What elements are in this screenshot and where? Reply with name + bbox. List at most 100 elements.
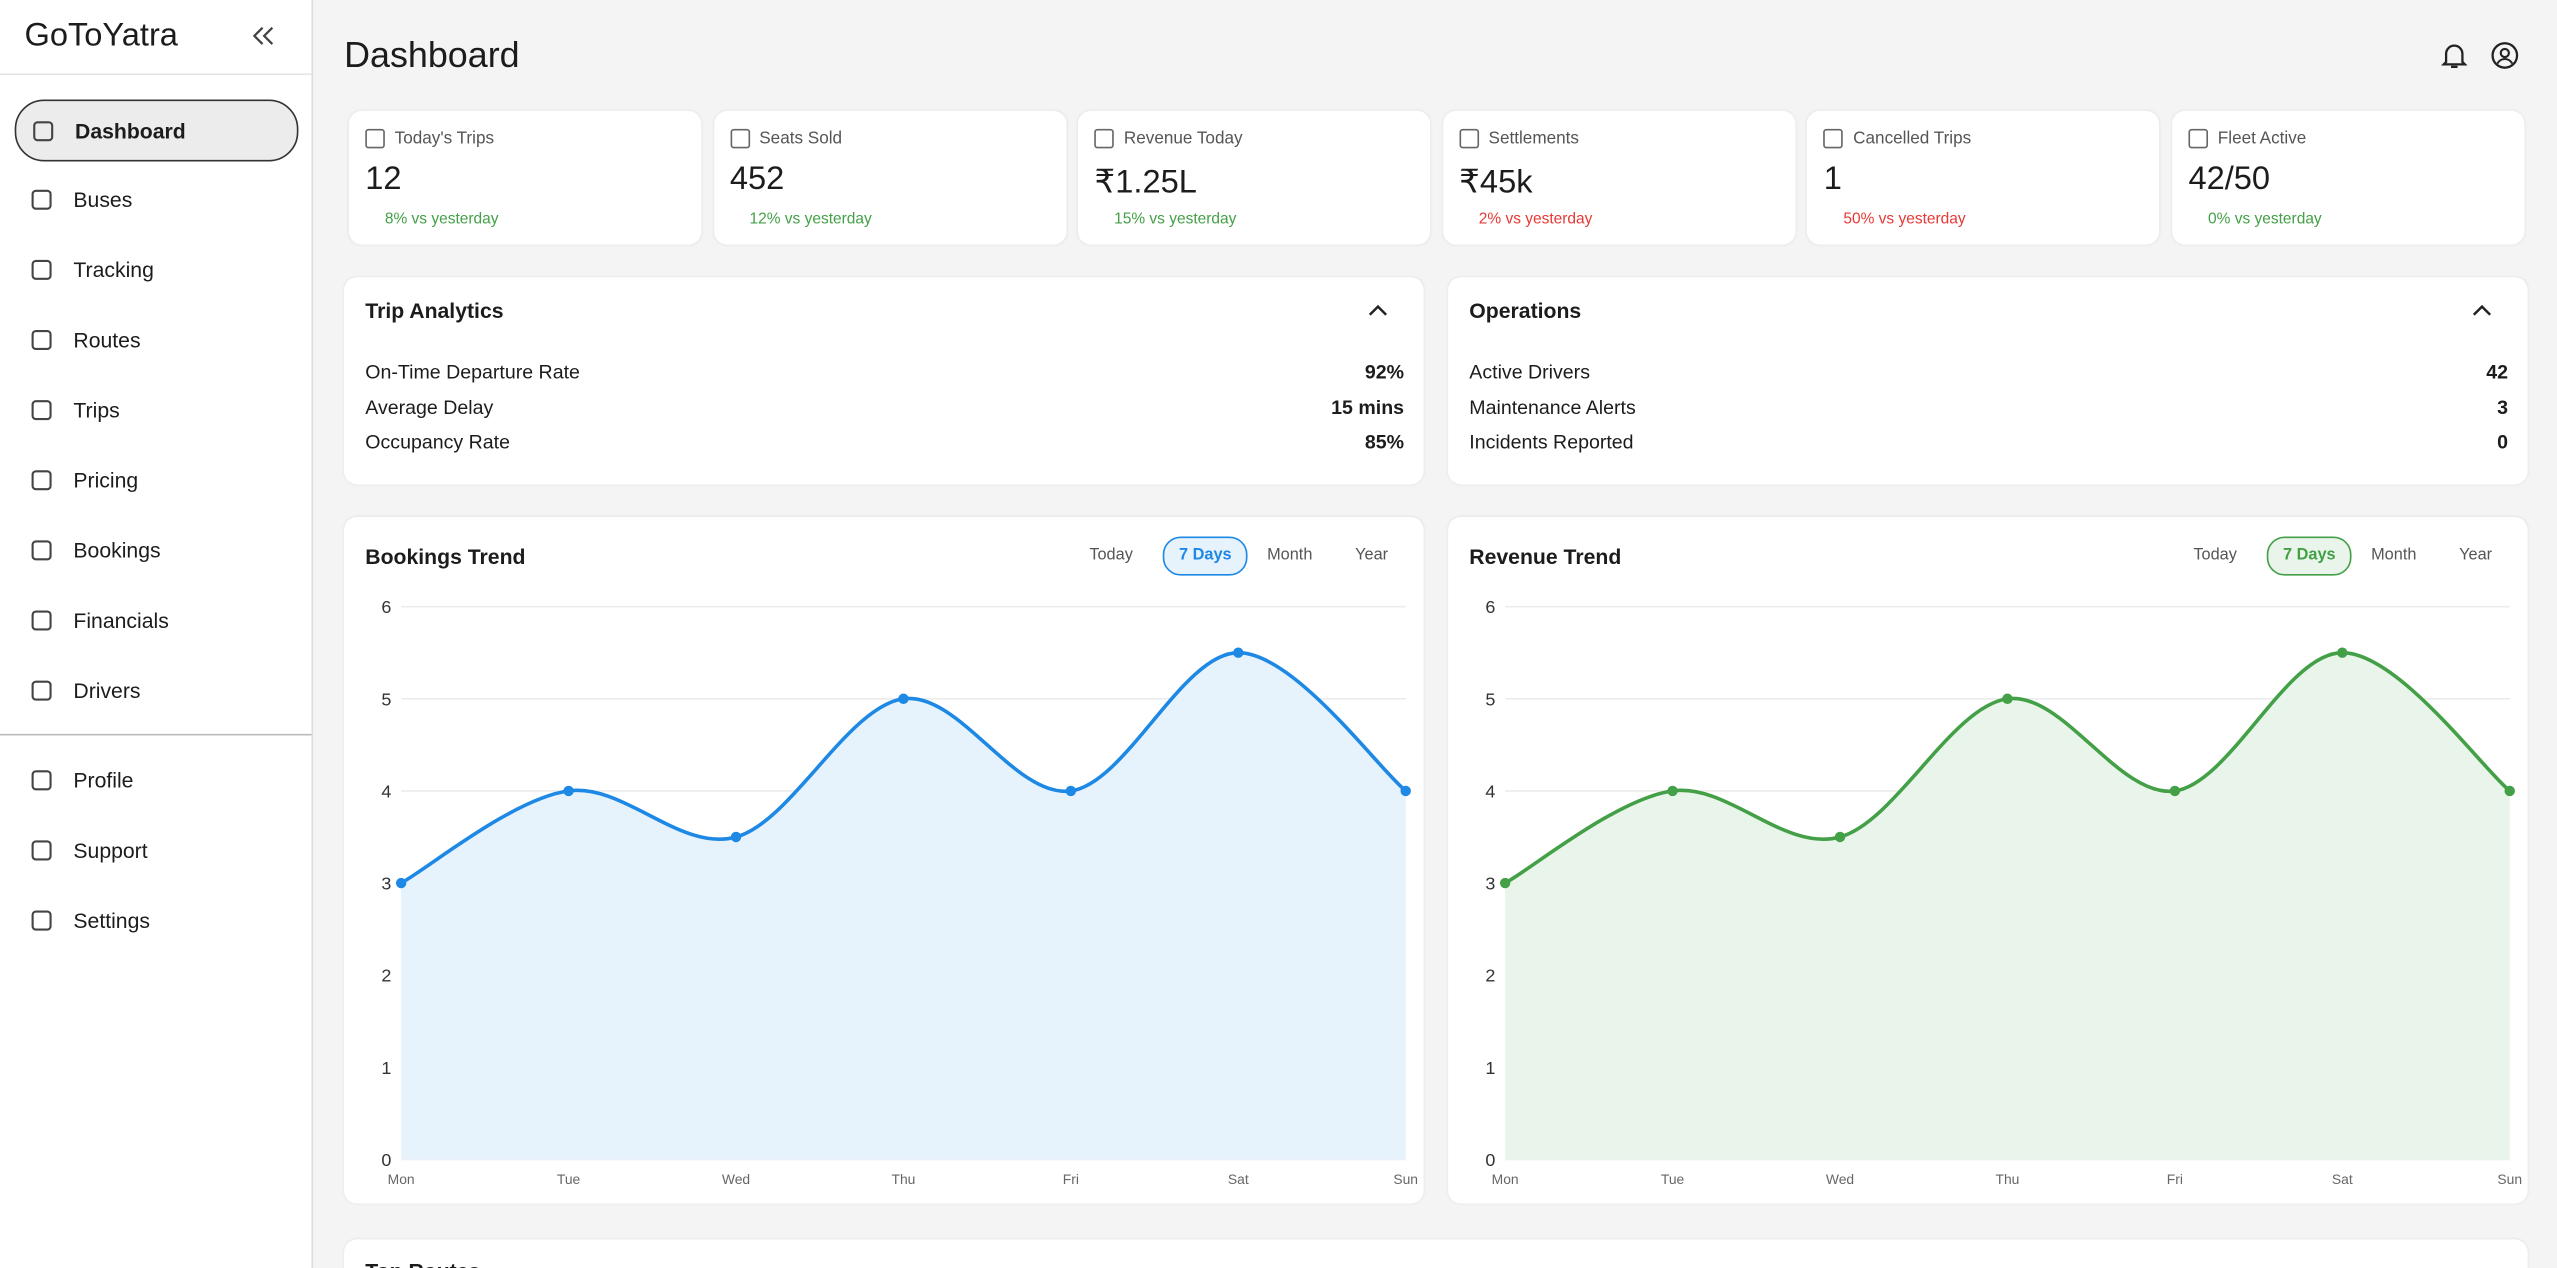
nav-label: Trips (73, 397, 120, 422)
range-tab[interactable]: 7 Days (1162, 536, 1248, 576)
x-tick-label: Fri (2167, 1171, 2183, 1187)
stat-value: 452 (729, 161, 785, 198)
x-tick-label: Wed (1826, 1171, 1854, 1187)
nav-item[interactable]: Support (15, 820, 295, 879)
nav-item[interactable]: Pricing (15, 450, 295, 509)
range-tab[interactable]: Month (2371, 546, 2417, 565)
account-button[interactable] (2490, 41, 2519, 70)
range-tab[interactable]: Year (1355, 546, 1389, 565)
area (1505, 652, 2510, 1160)
metric-label: Active Drivers (1469, 360, 1590, 384)
y-tick-label: 0 (381, 1150, 391, 1170)
y-tick-label: 3 (381, 874, 391, 894)
metric-label: Maintenance Alerts (1469, 395, 1636, 419)
nav-item[interactable]: Tracking (15, 240, 295, 299)
top-routes-card: Top Routes (344, 1239, 2528, 1268)
stat-card: Today's Trips 12 8% vs yesterday (348, 110, 702, 245)
range-tab[interactable]: Year (2459, 546, 2493, 565)
nav-item[interactable]: Routes (15, 310, 295, 369)
nav-item[interactable]: Drivers (15, 660, 295, 719)
nav-item[interactable]: Buses (15, 170, 295, 229)
nav-icon (31, 679, 52, 700)
chart: 0 1 2 3 4 5 6 Mon Tue Wed Thu Fri Sat Sun (1485, 597, 2522, 1187)
point (2169, 785, 2181, 797)
point (2002, 693, 2013, 704)
metric-row: Occupancy Rate 85% (365, 431, 1404, 454)
x-tick-label: Sun (1393, 1171, 1418, 1187)
nav-label: Buses (73, 186, 133, 212)
y-tick-label: 0 (1485, 1150, 1495, 1170)
panel-title: Trip Analytics (365, 298, 504, 323)
nav-label: Dashboard (75, 118, 186, 143)
page-title: Dashboard (344, 34, 520, 76)
metric-row: Active Drivers 42 (1469, 360, 2508, 383)
nav-icon (31, 839, 52, 860)
y-tick-label: 6 (381, 597, 391, 617)
y-tick-label: 5 (381, 689, 391, 709)
nav-item[interactable]: Settings (15, 890, 295, 949)
stat-change: 12% vs yesterday (749, 210, 872, 229)
nav-item[interactable]: Trips (15, 380, 295, 439)
stat-icon (365, 128, 385, 149)
nav-icon (31, 909, 52, 930)
nav-item[interactable]: Financials (15, 590, 295, 649)
y-tick-label: 2 (381, 966, 391, 986)
stat-icon (1459, 128, 1479, 149)
nav-label: Tracking (73, 256, 154, 282)
point (2337, 647, 2348, 658)
chart-title: Bookings Trend (365, 544, 526, 570)
stat-icon (1094, 128, 1115, 149)
stat-label: Settlements (1488, 128, 1579, 149)
range-tab[interactable]: 7 Days (2266, 536, 2352, 576)
nav-icon (33, 120, 54, 141)
point (395, 877, 407, 889)
panel-title: Operations (1469, 298, 1582, 323)
metric-value: 42 (2486, 360, 2509, 384)
collapse-toggle[interactable] (1368, 303, 1388, 316)
nav-icon (31, 399, 52, 420)
stat-value: 1 (1823, 161, 1842, 198)
nav-item[interactable]: Profile (15, 750, 295, 809)
stat-card: Seats Sold 452 12% vs yesterday (713, 110, 1066, 245)
range-tab[interactable]: Today (1089, 546, 1133, 565)
notifications-button[interactable] (2441, 42, 2468, 70)
nav-label: Routes (73, 326, 141, 352)
collapse-button[interactable] (251, 26, 274, 46)
x-tick-label: Thu (1995, 1171, 2019, 1187)
sidebar: GoToYatra Dashboard Buses Tracking Routes Tr… (0, 0, 314, 1268)
nav-icon (31, 469, 52, 490)
point (1667, 785, 1678, 797)
x-tick-label: Fri (1063, 1171, 1079, 1187)
point (2504, 785, 2515, 797)
y-tick-label: 4 (381, 781, 391, 801)
stat-label: Today's Trips (394, 128, 495, 149)
nav-label: Support (73, 837, 148, 862)
x-tick-label: Thu (891, 1171, 915, 1187)
metric-row: Incidents Reported 0 (1469, 431, 2508, 454)
stat-icon (729, 128, 750, 149)
y-tick-label: 1 (381, 1058, 391, 1078)
stat-icon (1823, 128, 1844, 149)
divider (0, 733, 312, 736)
stat-icon (2188, 128, 2209, 149)
x-tick-label: Mon (388, 1171, 415, 1187)
stat-label: Revenue Today (1123, 128, 1243, 149)
nav-label: Settings (73, 907, 151, 932)
point (1834, 831, 1846, 843)
panel: Trip Analytics On-Time Departure Rate 92% A… (344, 277, 1424, 485)
x-tick-label: Sat (1228, 1171, 1249, 1187)
stat-change: 50% vs yesterday (1843, 210, 1966, 229)
area (401, 652, 1406, 1160)
nav-item[interactable]: Bookings (15, 520, 295, 579)
chart-card: Revenue Trend Today 7 Days Month Year 0 1 2 3 4 5 6… (1448, 516, 2528, 1204)
range-tab[interactable]: Today (2193, 546, 2237, 565)
nav-item[interactable]: Dashboard (14, 99, 299, 162)
nav-label: Profile (73, 767, 134, 792)
range-tab[interactable]: Month (1267, 546, 1313, 565)
nav-icon (31, 259, 52, 280)
stat-change: 8% vs yesterday (384, 210, 499, 229)
collapse-toggle[interactable] (2472, 303, 2492, 316)
card-title: Top Routes (365, 1259, 480, 1268)
y-tick-label: 6 (1485, 597, 1495, 617)
